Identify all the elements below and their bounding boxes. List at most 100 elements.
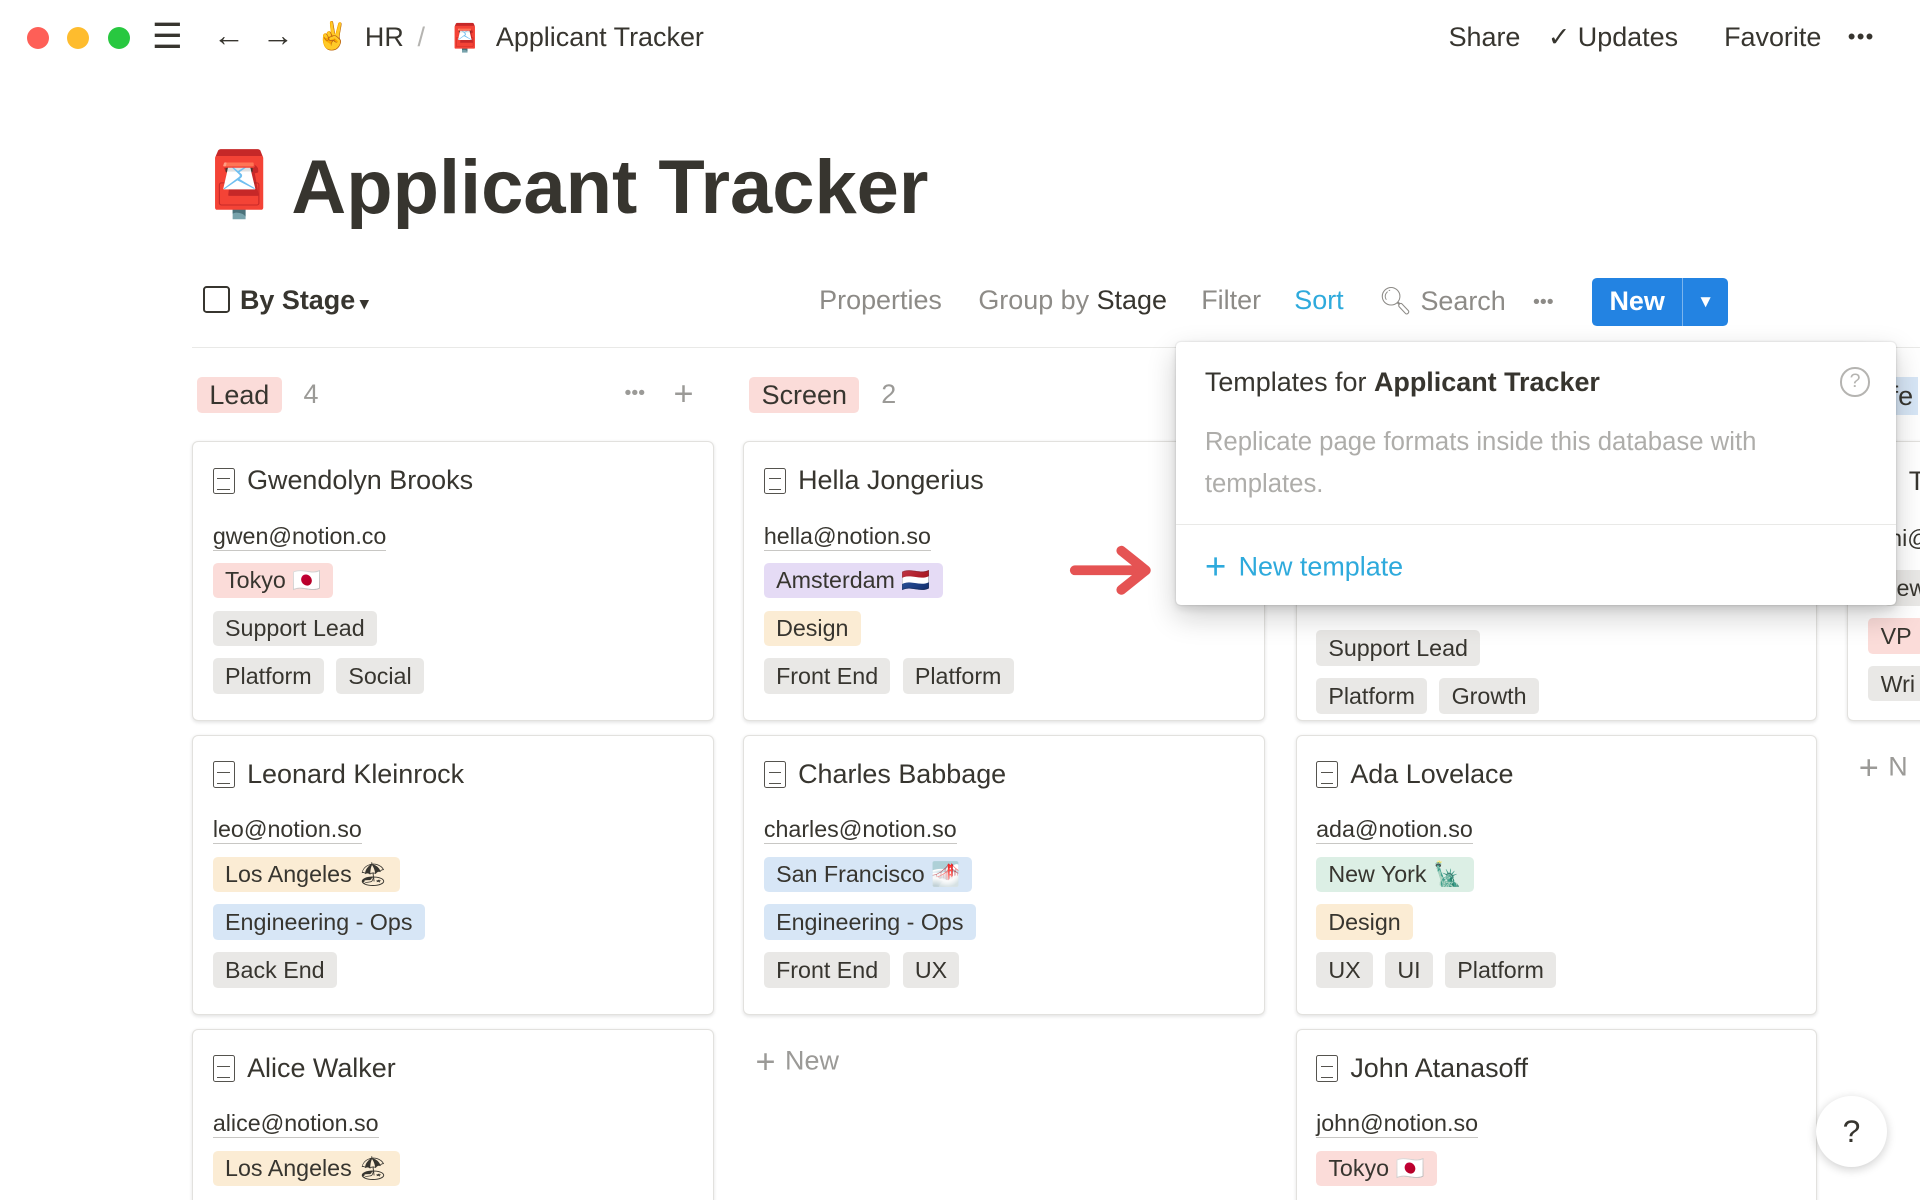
chevron-down-icon: ▾ — [355, 293, 369, 314]
card-email[interactable]: leo@notion.so — [212, 816, 362, 845]
add-card-button[interactable]: + New — [756, 1043, 839, 1082]
card[interactable]: Ada Lovelace ada@notion.so New York 🗽 De… — [1295, 734, 1818, 1016]
card[interactable]: Charles Babbage charles@notion.so San Fr… — [743, 734, 1265, 1016]
close-window-button[interactable] — [26, 26, 49, 49]
new-template-button[interactable]: + New template — [1205, 546, 1403, 588]
new-button[interactable]: New — [1609, 286, 1665, 317]
forward-arrow-icon[interactable]: → — [262, 17, 294, 54]
popup-title-prefix: Templates for — [1204, 367, 1367, 398]
toolbar-more-icon[interactable]: ••• — [1533, 291, 1554, 314]
top-bar: ☰ ← → ✌️ HR / 📮 Applicant Tracker Share … — [0, 0, 1920, 76]
updates-button[interactable]: ✓ Updates — [1548, 22, 1678, 53]
group-by-button[interactable]: Group by Stage — [978, 285, 1167, 316]
search-button[interactable]: 🔍︎ Search — [1379, 285, 1506, 317]
location-tag: Amsterdam 🇳🇱 — [763, 562, 943, 599]
breadcrumb-hr[interactable]: HR — [364, 22, 404, 53]
column-more-icon[interactable]: ••• — [624, 382, 646, 405]
team-tag: UI — [1385, 952, 1433, 988]
view-selector[interactable]: By Stage ▾ — [203, 285, 369, 316]
new-template-label: New template — [1238, 551, 1404, 582]
page-icon — [212, 467, 235, 495]
team-tag: Social — [336, 658, 424, 694]
card-email[interactable]: gwen@notion.co — [212, 522, 387, 551]
new-dropdown-chevron-icon[interactable]: ▼ — [1682, 277, 1727, 326]
properties-button[interactable]: Properties — [819, 285, 942, 316]
updates-label: Updates — [1577, 22, 1679, 53]
breadcrumb-separator: / — [417, 22, 426, 53]
maximize-window-button[interactable] — [107, 26, 130, 49]
page-icon — [1316, 1055, 1339, 1083]
card[interactable]: Gwendolyn Brooks gwen@notion.co Tokyo 🇯🇵… — [192, 440, 714, 722]
column-add-icon[interactable]: + — [673, 374, 694, 413]
popup-description: Replicate page formats inside this datab… — [1204, 428, 1757, 499]
role-tag: Design — [763, 610, 861, 647]
red-arrow-icon — [1065, 536, 1159, 605]
team-tag: Platform — [1316, 678, 1428, 714]
back-arrow-icon[interactable]: ← — [213, 17, 245, 54]
location-tag: Tokyo 🇯🇵 — [1316, 1150, 1437, 1187]
team-tag: UX — [902, 952, 960, 988]
popup-divider — [1175, 524, 1896, 526]
team-tag: Platform — [1445, 952, 1557, 988]
page-icon — [212, 761, 235, 789]
board-icon — [203, 286, 231, 313]
menu-icon[interactable]: ☰ — [151, 18, 183, 57]
page-title[interactable]: Applicant Tracker — [291, 145, 929, 231]
role-tag: Design — [1316, 904, 1413, 940]
column-count: 2 — [881, 379, 897, 410]
view-label: By Stage — [239, 285, 356, 316]
templates-popup: Templates for Applicant Tracker ? Replic… — [1175, 341, 1896, 605]
sort-button[interactable]: Sort — [1294, 285, 1344, 316]
card-name: Ada Lovelace — [1350, 759, 1514, 790]
plus-icon: + — [1858, 749, 1889, 788]
card-email[interactable]: hella@notion.so — [763, 522, 931, 551]
add-card-label: New — [785, 1045, 839, 1076]
help-circle-icon[interactable]: ? — [1840, 367, 1870, 397]
card-name: Hella Jongerius — [798, 465, 984, 496]
share-button[interactable]: Share — [1448, 22, 1521, 53]
search-icon: 🔍︎ — [1378, 286, 1421, 317]
card-email[interactable]: alice@notion.so — [212, 1110, 379, 1139]
search-label: Search — [1420, 286, 1506, 317]
column-header-screen: Screen 2 — [749, 377, 896, 413]
team-tag: Growth — [1439, 678, 1539, 714]
card-name: Leonard Kleinrock — [247, 759, 465, 790]
card-name: Charles Babbage — [798, 759, 1007, 790]
card-email[interactable]: charles@notion.so — [763, 816, 957, 845]
page-emoji-icon[interactable]: 📮 — [199, 148, 279, 220]
location-tag: Tokyo 🇯🇵 — [212, 562, 334, 599]
role-tag: Engineering - Ops — [212, 904, 425, 940]
group-by-label: Group by — [978, 285, 1090, 316]
card[interactable]: Leonard Kleinrock leo@notion.so Los Ange… — [192, 734, 714, 1016]
team-tag: Platform — [902, 658, 1014, 694]
card-name: Gwendolyn Brooks — [247, 465, 474, 496]
card[interactable]: Alice Walker alice@notion.so Los Angeles… — [192, 1028, 714, 1200]
card-email[interactable]: john@notion.so — [1316, 1110, 1478, 1139]
plus-icon: + — [1204, 546, 1227, 588]
location-tag: San Francisco 🌁 — [763, 856, 973, 893]
filter-button[interactable]: Filter — [1201, 285, 1262, 316]
column-label[interactable]: Screen — [749, 377, 860, 413]
help-button[interactable]: ? — [1815, 1095, 1887, 1167]
minimize-window-button[interactable] — [67, 26, 90, 49]
add-card-label: N — [1888, 751, 1908, 782]
role-tag: Engineering - Ops — [763, 904, 976, 940]
add-card-button-partial[interactable]: + N — [1859, 749, 1908, 788]
page-icon — [763, 761, 786, 789]
column-header-lead: Lead 4 — [197, 377, 319, 413]
card-name: Alice Walker — [247, 1053, 396, 1084]
role-tag-partial: VP — [1868, 618, 1920, 654]
breadcrumb-applicant-tracker[interactable]: Applicant Tracker — [495, 22, 704, 53]
card-email[interactable]: ada@notion.so — [1316, 816, 1473, 845]
more-options-icon[interactable]: ••• — [1847, 24, 1875, 50]
popup-title-database: Applicant Tracker — [1373, 367, 1600, 398]
card[interactable]: John Atanasoff john@notion.so Tokyo 🇯🇵 — [1295, 1028, 1818, 1200]
team-tag: Front End — [763, 658, 891, 694]
column-label[interactable]: Lead — [197, 377, 282, 413]
location-tag: Los Angeles 🏖 — [212, 1150, 400, 1187]
favorite-button[interactable]: Favorite — [1724, 22, 1822, 53]
team-tag: Back End — [212, 952, 337, 988]
role-tag: Support Lead — [1316, 630, 1481, 666]
popup-title: Templates for Applicant Tracker — [1205, 367, 1600, 398]
